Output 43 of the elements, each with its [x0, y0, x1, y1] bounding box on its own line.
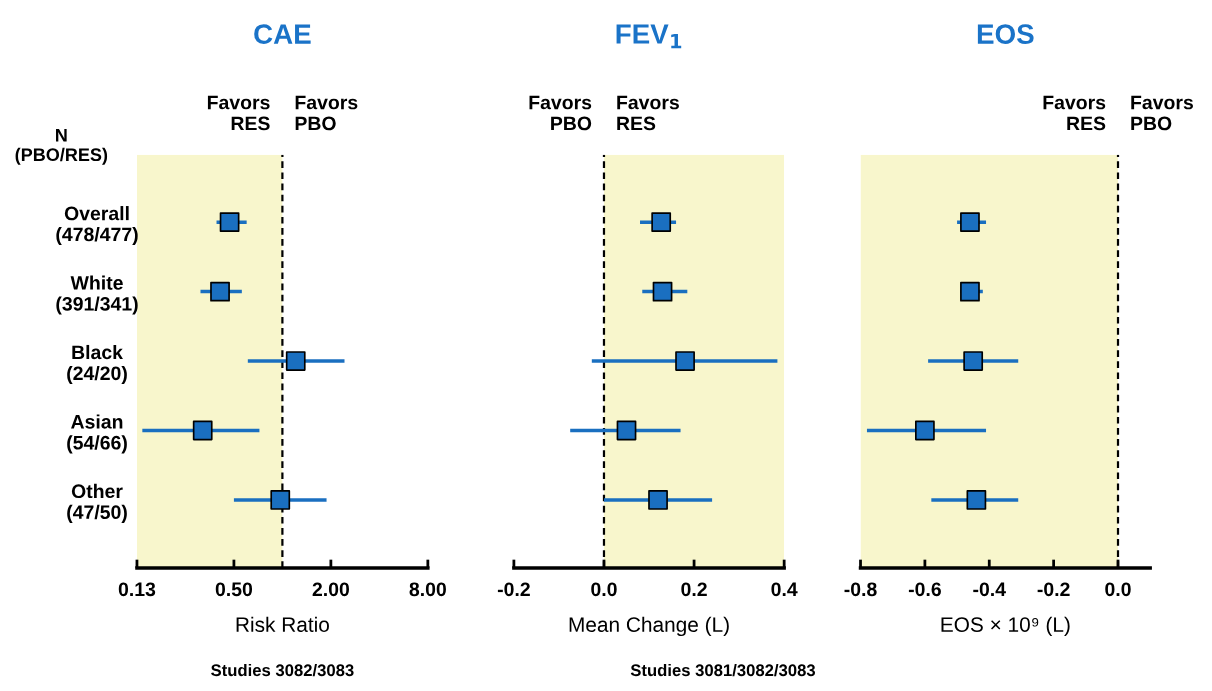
y-tick-label: Other (47/50)	[67, 483, 127, 523]
text: Favors PBO	[529, 95, 592, 131]
point	[651, 212, 672, 233]
x-tick-label: 8.00	[409, 582, 446, 597]
x-tick-label: -0.2	[497, 582, 530, 597]
chart-title: EOS	[977, 24, 1034, 44]
chart-title: CAE	[254, 24, 311, 44]
x-tick-label: 0.13	[118, 582, 156, 597]
chart-title: FEV$_{1}$	[616, 24, 682, 49]
point	[966, 490, 987, 510]
text: Favors RES	[207, 95, 270, 131]
text: N (PBO/RES)	[15, 129, 108, 165]
y-tick-label: Black (24/20)	[67, 344, 127, 385]
y-tick-label: White (391/341)	[56, 275, 138, 315]
y-tick-label: Overall (478/477)	[56, 206, 138, 246]
point	[963, 351, 984, 371]
point	[652, 281, 673, 302]
y-tick-label: Asian (54/66)	[67, 414, 127, 454]
x-axis-title: EOS × 10⁹ (L)	[941, 616, 1070, 637]
x-tick-label: 0.0	[1105, 582, 1131, 597]
x-axis-title: Mean Change (L)	[569, 616, 729, 637]
x-tick-label: 0.50	[215, 582, 253, 597]
x-tick-label: 2.00	[312, 582, 349, 597]
x-axis-title: Risk Ratio	[236, 616, 329, 632]
text: Favors PBO	[1131, 95, 1193, 131]
point	[616, 420, 637, 441]
x-tick-label: 0.4	[771, 582, 798, 597]
x-tick-label: -0.8	[844, 582, 877, 597]
x-tick-label: -0.4	[973, 582, 1006, 597]
text: Favors RES	[617, 95, 679, 131]
text: Studies 3081/3082/3083	[630, 663, 816, 677]
point	[960, 281, 980, 302]
text: Favors RES	[1043, 95, 1106, 131]
point	[648, 490, 668, 510]
x-tick-label: -0.2	[1037, 582, 1070, 597]
point	[915, 420, 935, 441]
x-tick-label: 0.0	[591, 582, 617, 597]
text: Favors PBO	[295, 95, 358, 131]
point	[675, 351, 695, 371]
x-tick-label: 0.2	[681, 582, 707, 597]
text: Studies 3082/3083	[211, 663, 354, 677]
point	[960, 212, 980, 233]
x-tick-label: -0.6	[908, 582, 941, 597]
